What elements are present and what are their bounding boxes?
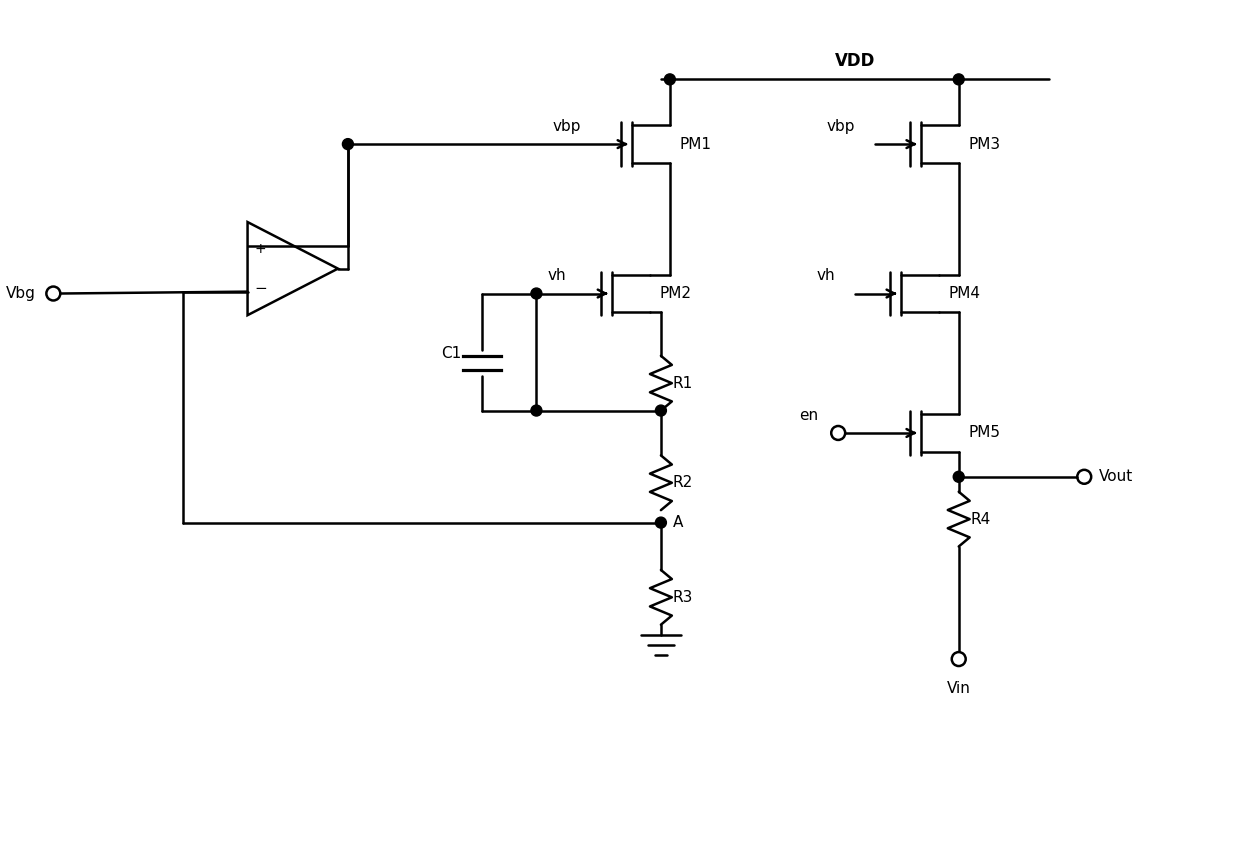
Text: vbp: vbp bbox=[553, 119, 582, 134]
Text: R4: R4 bbox=[971, 511, 991, 527]
Text: Vout: Vout bbox=[1099, 469, 1133, 484]
Text: Vin: Vin bbox=[947, 681, 971, 696]
Circle shape bbox=[665, 74, 676, 85]
Circle shape bbox=[954, 74, 965, 85]
Text: PM5: PM5 bbox=[968, 426, 1001, 440]
Text: vbp: vbp bbox=[827, 119, 856, 134]
Circle shape bbox=[531, 405, 542, 416]
Text: vh: vh bbox=[548, 268, 567, 283]
Text: PM3: PM3 bbox=[968, 137, 1001, 152]
Text: R1: R1 bbox=[673, 376, 693, 391]
Circle shape bbox=[954, 471, 965, 483]
Circle shape bbox=[656, 405, 666, 416]
Text: PM2: PM2 bbox=[660, 286, 692, 301]
Text: VDD: VDD bbox=[835, 53, 875, 70]
Text: +: + bbox=[254, 242, 267, 256]
Text: PM1: PM1 bbox=[680, 137, 712, 152]
Circle shape bbox=[656, 517, 666, 528]
Text: Vbg: Vbg bbox=[5, 286, 36, 301]
Text: C1: C1 bbox=[441, 346, 461, 360]
Text: R2: R2 bbox=[673, 475, 693, 490]
Text: −: − bbox=[254, 281, 267, 296]
Circle shape bbox=[531, 288, 542, 299]
Circle shape bbox=[342, 138, 353, 149]
Text: vh: vh bbox=[817, 268, 836, 283]
Text: R3: R3 bbox=[673, 590, 693, 605]
Text: en: en bbox=[799, 408, 818, 422]
Text: A: A bbox=[673, 515, 683, 530]
Text: PM4: PM4 bbox=[949, 286, 981, 301]
